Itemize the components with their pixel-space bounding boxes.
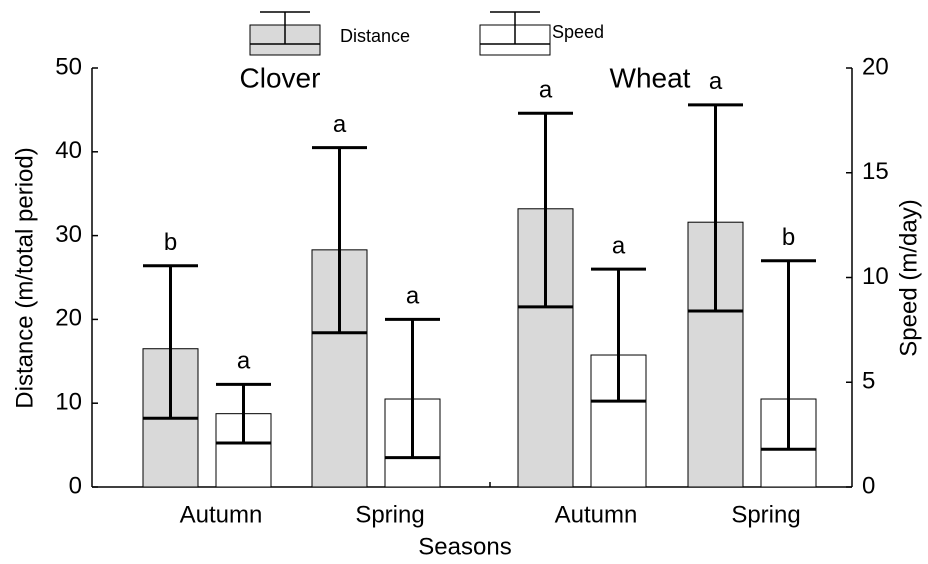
y2-tick-label: 5 — [862, 368, 875, 395]
significance-letter: a — [406, 283, 420, 310]
x-axis-label: Seasons — [418, 533, 511, 560]
x-tick-label: Autumn — [180, 501, 263, 528]
x-tick-label: Autumn — [555, 501, 638, 528]
significance-letter: a — [709, 68, 723, 95]
y2-tick-label: 20 — [862, 53, 889, 80]
significance-letter: a — [237, 348, 251, 375]
y-tick-label: 20 — [55, 305, 82, 332]
significance-letter: a — [539, 77, 553, 104]
significance-letter: b — [782, 224, 795, 251]
y-tick-label: 40 — [55, 137, 82, 164]
y2-axis-label: Speed (m/day) — [895, 199, 922, 356]
y2-tick-label: 10 — [862, 263, 889, 290]
x-tick-label: Spring — [731, 501, 800, 528]
y-axis-label: Distance (m/total period) — [11, 147, 38, 408]
legend-label: Speed — [552, 22, 604, 42]
significance-letter: b — [164, 229, 177, 256]
significance-letter: a — [612, 232, 626, 259]
significance-letter: a — [333, 111, 347, 138]
x-tick-label: Spring — [355, 501, 424, 528]
y-tick-label: 30 — [55, 221, 82, 248]
y-tick-label: 10 — [55, 389, 82, 416]
y-tick-label: 0 — [69, 472, 82, 499]
group-label: Wheat — [610, 62, 691, 93]
y2-tick-label: 0 — [862, 472, 875, 499]
group-label: Clover — [240, 62, 321, 93]
y2-tick-label: 15 — [862, 158, 889, 185]
y-tick-label: 50 — [55, 53, 82, 80]
legend-label: Distance — [340, 26, 410, 46]
